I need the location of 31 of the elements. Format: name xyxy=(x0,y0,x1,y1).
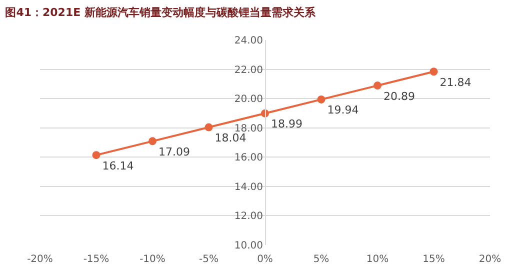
y-tick-label: 22.00 xyxy=(234,64,263,76)
y-tick-label: 18.00 xyxy=(234,123,263,134)
x-tick-label: -15% xyxy=(83,254,110,265)
data-label: 17.09 xyxy=(158,145,190,158)
data-label: 21.84 xyxy=(440,76,472,89)
chart-title: 图41：2021E 新能源汽车销量变动幅度与碳酸锂当量需求关系 xyxy=(5,6,316,20)
y-tick-label: 10.00 xyxy=(234,240,263,252)
point xyxy=(430,68,438,76)
x-tick-label: 20% xyxy=(478,254,502,265)
y-tick-label: 14.00 xyxy=(234,182,263,193)
x-tick-label: -5% xyxy=(199,254,218,265)
x-tick-label: 5% xyxy=(313,254,330,265)
point xyxy=(317,95,326,104)
data-label: 16.14 xyxy=(102,159,134,172)
x-tick-label: 15% xyxy=(422,254,445,265)
point xyxy=(204,123,213,132)
x-tick-label: 10% xyxy=(366,254,389,265)
y-tick-label: 12.00 xyxy=(234,211,263,222)
data-label: 19.94 xyxy=(327,104,359,117)
y-tick-label: 16.00 xyxy=(234,152,263,164)
data-label: 18.99 xyxy=(271,118,302,131)
point xyxy=(374,82,382,90)
point xyxy=(148,137,156,146)
x-tick-label: 0% xyxy=(257,254,273,265)
y-tick-label: 20.00 xyxy=(234,94,263,106)
x-tick-label: -10% xyxy=(140,254,166,265)
data-label: 20.89 xyxy=(384,90,415,103)
data-label: 18.04 xyxy=(214,132,246,145)
point xyxy=(92,151,100,160)
x-tick-label: -20% xyxy=(27,254,53,265)
y-tick-label: 24.00 xyxy=(234,36,263,46)
